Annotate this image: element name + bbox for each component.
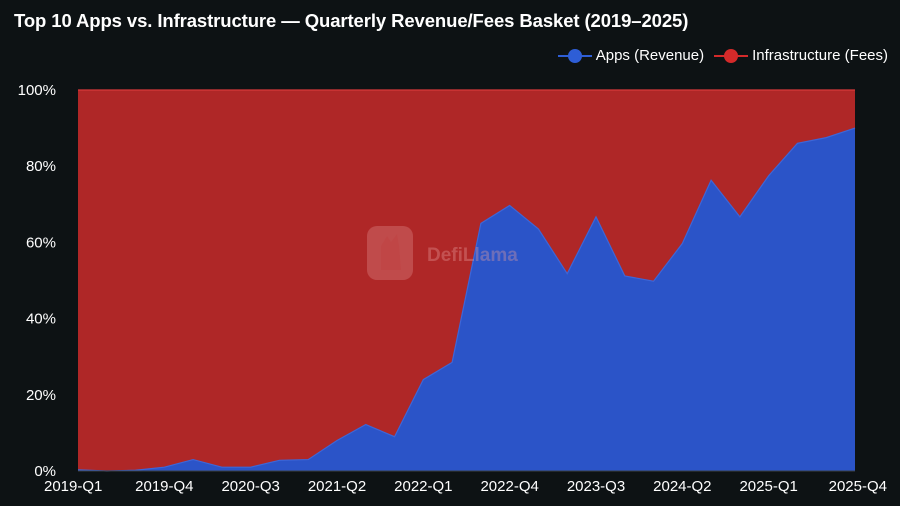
y-tick-label: 80%	[26, 158, 56, 175]
chart-title: Top 10 Apps vs. Infrastructure — Quarter…	[14, 10, 689, 31]
x-tick-label: 2020-Q3	[221, 478, 279, 495]
legend-dot-infrastructure	[724, 48, 739, 63]
watermark-text: DefiLlama	[427, 245, 518, 266]
chart-areas	[77, 89, 856, 472]
watermark-llama-icon	[381, 234, 401, 270]
y-tick-label: 100%	[18, 82, 56, 99]
legend-item-infrastructure[interactable]: Infrastructure (Fees)	[714, 47, 888, 64]
watermark-logo-icon	[367, 226, 413, 280]
y-tick-label: 40%	[26, 311, 56, 328]
legend-label-infrastructure: Infrastructure (Fees)	[752, 47, 888, 64]
legend-swatch-infrastructure	[714, 48, 749, 63]
y-tick-label: 60%	[26, 234, 56, 251]
series-area-apps[interactable]	[78, 128, 855, 471]
x-tick-label: 2023-Q3	[567, 478, 625, 495]
x-tick-label: 2022-Q4	[480, 478, 538, 495]
series-area-infrastructure[interactable]	[78, 90, 855, 471]
x-tick-label: 2024-Q2	[653, 478, 711, 495]
chart-legend: Apps (Revenue) Infrastructure (Fees)	[548, 47, 888, 64]
series-line-apps	[77, 127, 856, 472]
legend-item-apps[interactable]: Apps (Revenue)	[557, 47, 705, 64]
x-tick-label: 2022-Q1	[394, 478, 452, 495]
y-tick-label: 20%	[26, 387, 56, 404]
y-tick-label: 0%	[34, 463, 56, 480]
legend-swatch-apps	[557, 48, 592, 63]
x-tick-label: 2021-Q2	[308, 478, 366, 495]
x-tick-label: 2019-Q1	[44, 478, 102, 495]
legend-dot-apps	[567, 48, 582, 63]
watermark: DefiLlama	[367, 226, 518, 280]
x-axis: 2019-Q1 2019-Q4 2020-Q3 2021-Q2 2022-Q1 2022-…	[44, 470, 887, 495]
y-axis: 0% 20% 40% 60% 80% 100%	[18, 82, 56, 480]
legend-label-apps: Apps (Revenue)	[595, 47, 705, 64]
x-tick-label: 2025-Q4	[829, 478, 887, 495]
x-tick-label: 2019-Q4	[135, 478, 193, 495]
x-tick-label: 2025-Q1	[739, 478, 797, 495]
